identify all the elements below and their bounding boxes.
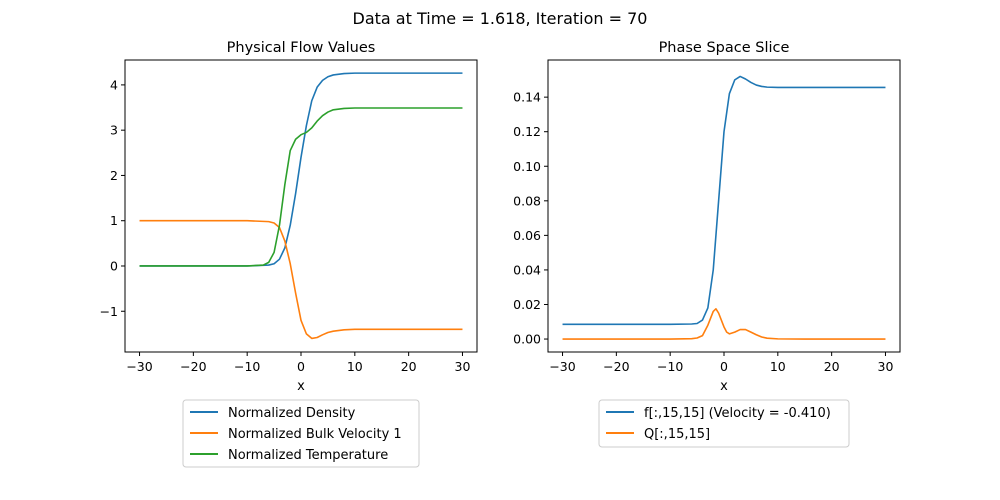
- legend-label-density: Normalized Density: [228, 406, 356, 421]
- chart-physical-flow-xticks: −30 −20 −10 0 10 20 30: [126, 352, 470, 374]
- chart-phase-space-plot-area: [562, 75, 886, 340]
- chart-phase-space-yticks: 0.00 0.02 0.04 0.06 0.08 0.10 0.12 0.14: [513, 90, 548, 347]
- chart-phase-space-legend: f[:,15,15] (Velocity = -0.410) Q[:,15,15…: [598, 399, 850, 448]
- x-tick-label: 10: [770, 359, 786, 374]
- series-line-1: [139, 219, 463, 340]
- y-tick-label: 0.14: [513, 90, 541, 105]
- chart-phase-space-xticks: −30 −20 −10 0 10 20 30: [549, 352, 893, 374]
- x-tick-label: −20: [603, 359, 629, 374]
- y-tick-label: 3: [110, 123, 118, 138]
- x-tick-label: −30: [549, 359, 575, 374]
- y-tick-label: 0.04: [513, 262, 541, 277]
- y-tick-label: 0.02: [513, 297, 541, 312]
- y-tick-label: 0: [110, 258, 118, 273]
- x-tick-label: 10: [347, 359, 363, 374]
- x-tick-label: −10: [234, 359, 260, 374]
- x-tick-label: 30: [878, 359, 894, 374]
- x-tick-label: −10: [657, 359, 683, 374]
- y-tick-label: 1: [110, 213, 118, 228]
- x-tick-label: 0: [297, 359, 305, 374]
- x-tick-label: 30: [455, 359, 471, 374]
- chart-physical-flow-xlabel: x: [297, 379, 305, 394]
- series-line-1: [562, 307, 886, 340]
- x-tick-label: −30: [126, 359, 152, 374]
- chart-phase-space-xlabel: x: [720, 379, 728, 394]
- chart-phase-space-axes-frame: [547, 59, 901, 353]
- chart-phase-space: Phase Space Slice −30 −20 −10 0 10 20 30 0.000…: [513, 40, 901, 448]
- chart-phase-space-title: Phase Space Slice: [659, 40, 790, 56]
- x-tick-label: 0: [720, 359, 728, 374]
- series-line-0: [562, 75, 886, 326]
- x-tick-label: 20: [401, 359, 417, 374]
- chart-physical-flow-axes-frame: [124, 59, 478, 353]
- legend-label-q: Q[:,15,15]: [644, 427, 710, 442]
- chart-physical-flow-legend: Normalized Density Normalized Bulk Veloc…: [182, 399, 420, 468]
- y-tick-label: 4: [110, 77, 118, 92]
- x-tick-label: 20: [824, 359, 840, 374]
- chart-physical-flow-legend-frame: [182, 399, 420, 468]
- figure-suptitle: Data at Time = 1.618, Iteration = 70: [353, 9, 648, 28]
- y-tick-label: 0.08: [513, 193, 541, 208]
- y-tick-label: 0.12: [513, 124, 541, 139]
- chart-physical-flow-yticks: −1 0 1 2 3 4: [100, 77, 125, 319]
- chart-phase-space-legend-frame: [598, 399, 850, 448]
- legend-label-bulk-velocity: Normalized Bulk Velocity 1: [228, 427, 402, 442]
- y-tick-label: −1: [100, 304, 118, 319]
- chart-physical-flow-title: Physical Flow Values: [227, 40, 376, 56]
- series-line-2: [139, 107, 463, 267]
- y-tick-label: 0.06: [513, 228, 541, 243]
- legend-label-f: f[:,15,15] (Velocity = -0.410): [644, 406, 831, 421]
- y-tick-label: 2: [110, 168, 118, 183]
- chart-physical-flow-plot-area: [139, 72, 463, 340]
- legend-label-temperature: Normalized Temperature: [228, 448, 388, 463]
- series-line-0: [139, 72, 463, 267]
- y-tick-label: 0.10: [513, 159, 541, 174]
- x-tick-label: −20: [180, 359, 206, 374]
- y-tick-label: 0.00: [513, 332, 541, 347]
- chart-physical-flow: Physical Flow Values −30 −20 −10 0 10 20 30 −1…: [100, 40, 478, 468]
